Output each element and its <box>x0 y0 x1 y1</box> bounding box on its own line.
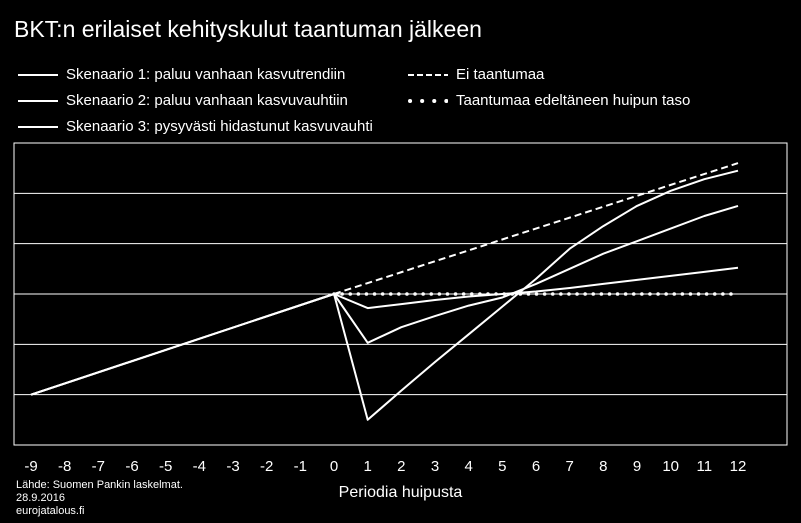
legend-item-pre-recession-peak: Taantumaa edeltäneen huipun taso <box>408 92 690 109</box>
legend-item-scenario-3: Skenaario 3: pysyvästi hidastunut kasvuv… <box>18 118 373 135</box>
series-line-2 <box>30 204 739 396</box>
series-line-1 <box>30 169 739 421</box>
legend-item-no-recession: Ei taantumaa <box>408 66 544 83</box>
series-line-3 <box>30 266 739 396</box>
x-tick-label: 8 <box>599 458 607 475</box>
x-tick-label: 0 <box>330 458 338 475</box>
legend-item-scenario-1: Skenaario 1: paluu vanhaan kasvutrendiin <box>18 66 345 83</box>
legend-swatch-solid <box>18 125 58 128</box>
x-tick-label: -2 <box>260 458 273 475</box>
x-tick-label: 3 <box>431 458 439 475</box>
site-name: eurojatalous.fi <box>16 505 85 517</box>
x-tick-label: -1 <box>294 458 307 475</box>
chart-footer: Lähde: Suomen Pankin laskelmat. 28.9.201… <box>16 479 183 518</box>
chart-title: BKT:n erilaiset kehityskulut taantuman j… <box>14 16 482 42</box>
source-note: Lähde: Suomen Pankin laskelmat. <box>16 479 183 491</box>
legend-label-pre-recession-peak: Taantumaa edeltäneen huipun taso <box>456 92 691 109</box>
legend-swatch-dashed <box>408 73 448 76</box>
x-tick-label: 9 <box>633 458 641 475</box>
legend-label-scenario-3: Skenaario 3: pysyvästi hidastunut kasvuv… <box>66 118 373 135</box>
x-tick-label: 11 <box>697 458 713 475</box>
x-tick-label: -5 <box>159 458 172 475</box>
legend-label-scenario-2: Skenaario 2: paluu vanhaan kasvuvauhtiin <box>66 92 348 109</box>
x-tick-label: -8 <box>58 458 71 475</box>
x-tick-label: 7 <box>565 458 573 475</box>
x-axis-label: Periodia huipusta <box>338 484 463 501</box>
publish-date: 28.9.2016 <box>16 492 65 504</box>
x-tick-label: -9 <box>24 458 37 475</box>
x-tick-label: -7 <box>92 458 105 475</box>
x-tick-label: -4 <box>193 458 206 475</box>
x-tick-label: 5 <box>498 458 506 475</box>
series-line-4 <box>333 162 739 295</box>
x-tick-label: 2 <box>397 458 405 475</box>
legend-swatch-solid <box>18 99 58 102</box>
x-tick-label: 12 <box>730 458 747 475</box>
x-tick-label: 4 <box>464 458 472 475</box>
legend-label-scenario-1: Skenaario 1: paluu vanhaan kasvutrendiin <box>66 66 346 83</box>
x-tick-label: -6 <box>125 458 138 475</box>
x-tick-label: -3 <box>226 458 239 475</box>
x-tick-label: 10 <box>662 458 679 475</box>
legend-swatch-solid <box>18 73 58 76</box>
x-tick-label: 6 <box>532 458 540 475</box>
legend-item-scenario-2: Skenaario 2: paluu vanhaan kasvuvauhtiin <box>18 92 348 109</box>
x-tick-label: 1 <box>363 458 371 475</box>
legend-label-no-recession: Ei taantumaa <box>456 66 545 83</box>
